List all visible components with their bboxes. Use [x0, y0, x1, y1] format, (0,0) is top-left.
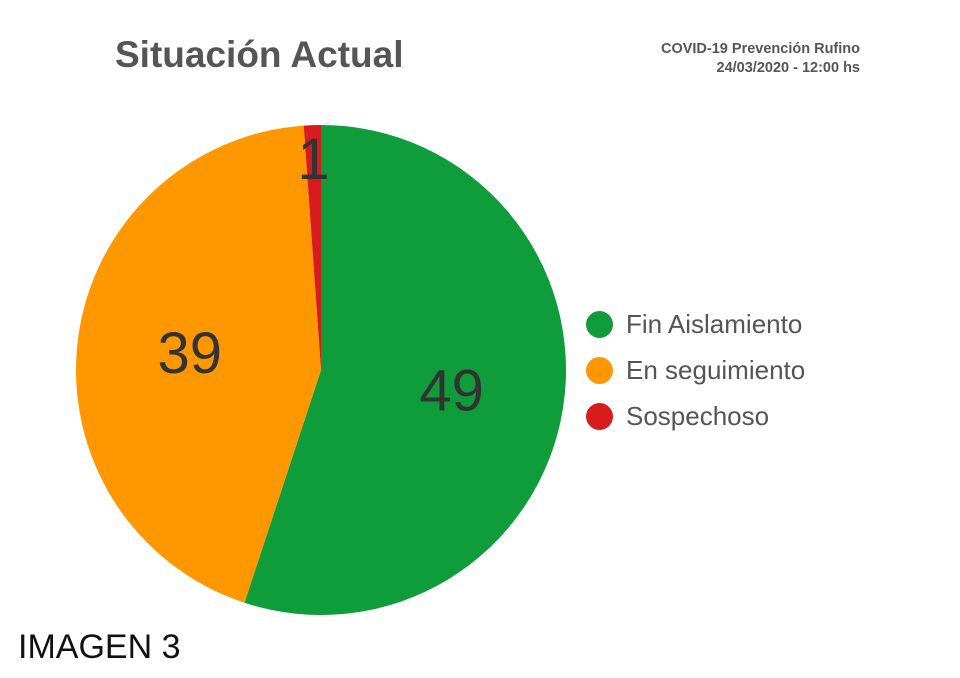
legend-item: Fin Aislamiento	[586, 304, 802, 344]
legend-item: En seguimiento	[586, 350, 805, 390]
legend-label: Fin Aislamiento	[626, 308, 803, 339]
pie-slice-fin-aislamiento	[244, 125, 566, 616]
legend-swatch	[586, 356, 613, 384]
chart-title: Situación Actual	[115, 34, 404, 75]
data-label: 39	[157, 321, 222, 386]
chart-subtitle: COVID-19 Prevención Rufino 24/03/2020 - …	[661, 40, 860, 78]
pie-slice-en-seguimiento	[76, 125, 321, 603]
data-label: 1	[297, 127, 329, 192]
image-caption: IMAGEN 3	[18, 628, 181, 666]
pie-slice-sospechoso	[303, 125, 321, 370]
legend-item: Sospechoso	[586, 396, 769, 436]
subtitle-line-1: COVID-19 Prevención Rufino	[660, 41, 860, 57]
data-label: 49	[419, 358, 484, 423]
legend-label: En seguimiento	[626, 354, 806, 385]
legend-swatch	[586, 310, 613, 338]
subtitle-line-2: 24/03/2020 - 12:00 hs	[716, 60, 861, 76]
legend-label: Sospechoso	[626, 400, 770, 431]
legend-swatch	[586, 402, 613, 430]
